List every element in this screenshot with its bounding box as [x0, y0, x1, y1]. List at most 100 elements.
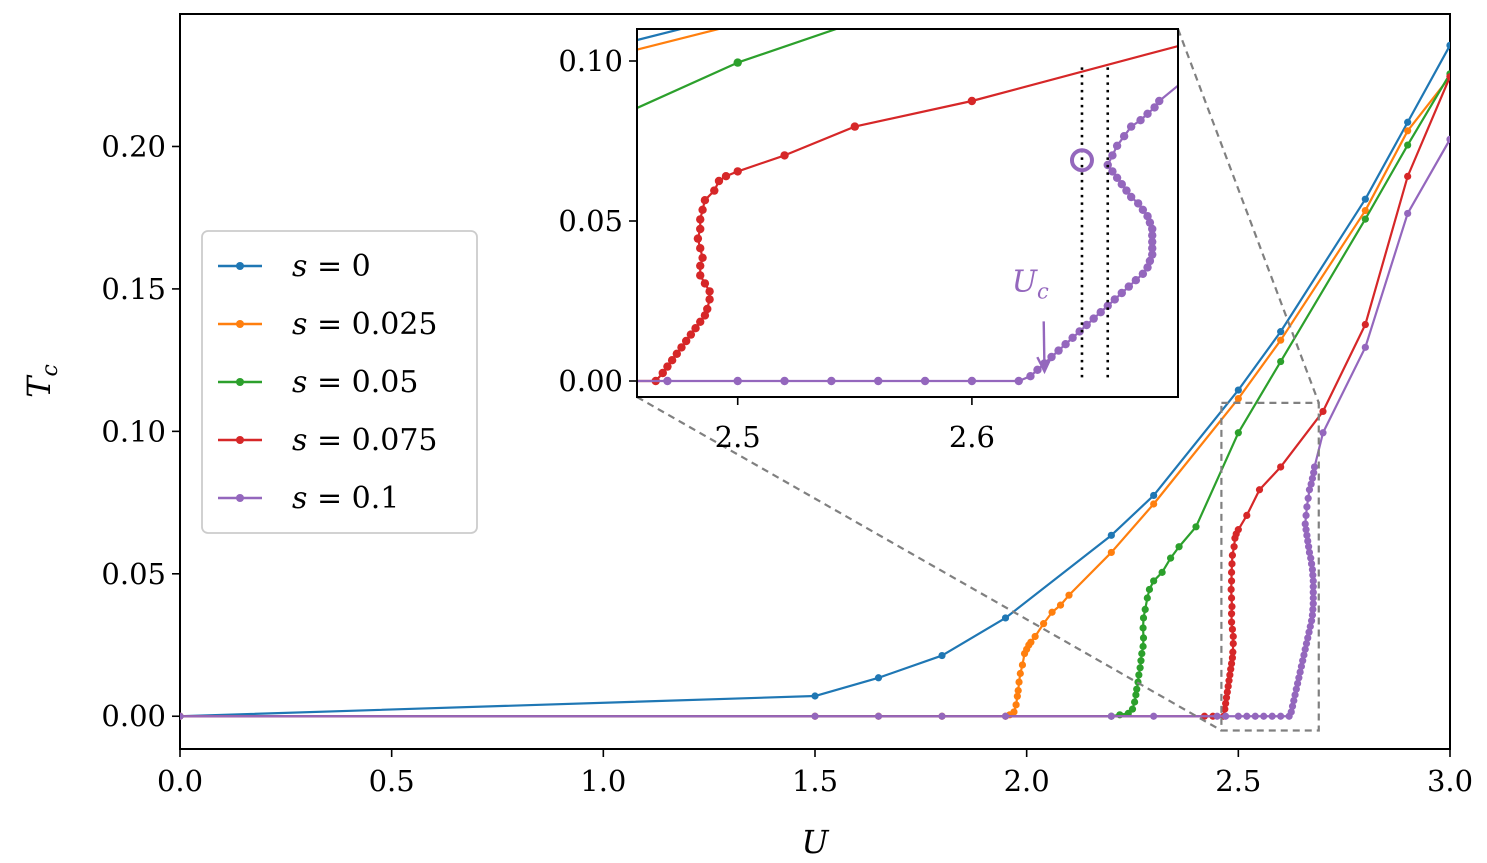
data-point [1117, 288, 1126, 298]
data-point [700, 279, 710, 288]
data-point [1299, 657, 1307, 665]
series-4 [180, 135, 1450, 720]
y-tick-label: 0.15 [101, 272, 166, 306]
data-point [1404, 118, 1412, 126]
legend-label: s = 0 [292, 249, 371, 284]
data-point [1119, 132, 1129, 141]
inset-y-tick-label: 0.10 [558, 44, 623, 78]
data-point [1040, 620, 1048, 628]
data-point [1143, 594, 1151, 602]
data-point [1010, 708, 1018, 716]
data-point [1175, 543, 1183, 551]
data-point [721, 172, 731, 181]
zoom-connector-top [1176, 28, 1320, 404]
data-point [1223, 688, 1231, 696]
data-point [1158, 568, 1166, 576]
data-point [1310, 469, 1318, 477]
inset-x-tick-label: 2.5 [715, 420, 761, 454]
data-point [1014, 376, 1023, 386]
data-point [1229, 639, 1237, 648]
data-point [1148, 224, 1157, 234]
data-point [1308, 474, 1317, 482]
data-point [1305, 486, 1314, 494]
x-tick-label: 2.5 [1215, 764, 1261, 798]
data-point [714, 176, 724, 186]
uc-annotation-main: U [1012, 264, 1039, 299]
data-point [1139, 634, 1148, 642]
inset-x-tick-label: 2.6 [949, 420, 995, 454]
x-axis-label: U [802, 823, 830, 861]
data-point [1082, 320, 1091, 330]
data-point [1287, 708, 1295, 716]
data-point [1228, 602, 1236, 611]
data-point [1222, 699, 1230, 708]
x-tick-label: 3.0 [1427, 764, 1473, 798]
data-point [1145, 256, 1155, 266]
data-point [696, 317, 705, 326]
data-point [1015, 678, 1023, 686]
data-point [1277, 336, 1285, 344]
series-3 [180, 73, 1450, 720]
series-2 [125, 29, 840, 382]
main-series [180, 41, 1450, 720]
data-point [1225, 677, 1233, 685]
data-point [1295, 674, 1303, 682]
uc-annotation: Uc [1012, 264, 1049, 303]
data-point [705, 287, 714, 296]
data-point [1309, 571, 1317, 579]
data-point [1309, 588, 1317, 596]
series-4 [637, 84, 1178, 386]
data-point [1124, 282, 1134, 291]
data-point [1222, 694, 1231, 702]
data-point [1277, 357, 1285, 366]
data-point [1227, 610, 1236, 618]
data-point [1065, 591, 1073, 599]
data-point [1302, 639, 1311, 648]
zoom-connector-bottom [636, 396, 1222, 732]
data-point [1221, 705, 1229, 713]
data-point [1227, 568, 1236, 576]
legend-label: s = 0.025 [292, 307, 438, 342]
data-point [733, 58, 742, 67]
data-point [667, 356, 677, 365]
y-tick-label: 0.00 [101, 699, 166, 733]
legend-label: s = 0.1 [292, 481, 399, 516]
data-point [1234, 526, 1242, 534]
inset-series [125, 29, 1178, 386]
data-point [125, 374, 133, 382]
data-point [1361, 195, 1369, 203]
data-point [1296, 668, 1304, 676]
data-point [1277, 712, 1285, 720]
data-point [1224, 682, 1232, 690]
data-point [1139, 642, 1147, 651]
data-point [1112, 141, 1122, 150]
data-point [1131, 698, 1139, 706]
data-point [1141, 605, 1149, 614]
data-point [696, 271, 705, 280]
data-point [1110, 295, 1119, 304]
data-point [1361, 320, 1369, 329]
legend-swatch-marker [236, 436, 244, 444]
data-point [1404, 141, 1412, 149]
data-point [1001, 614, 1010, 622]
data-point [1133, 199, 1143, 208]
data-point [1268, 712, 1276, 720]
legend-label-eq: = [307, 423, 351, 458]
data-point [698, 253, 707, 262]
data-point [1228, 654, 1237, 662]
data-point [1277, 463, 1285, 471]
data-point [733, 167, 742, 176]
data-point [1446, 41, 1450, 49]
inset-ticks: 2.5 2.6 0.00 0.05 0.10 [558, 44, 995, 454]
data-point [920, 376, 930, 386]
data-point [1229, 648, 1237, 656]
data-point [1122, 186, 1131, 195]
data-point [1138, 205, 1148, 214]
legend-label-var: s [292, 481, 307, 516]
data-point [1234, 394, 1242, 403]
data-point [1234, 386, 1242, 394]
main-ticks: 0.0 0.5 1.0 1.5 2.0 2.5 3.00.000.050.100.150.2… [101, 129, 1473, 798]
data-point [1143, 263, 1152, 272]
